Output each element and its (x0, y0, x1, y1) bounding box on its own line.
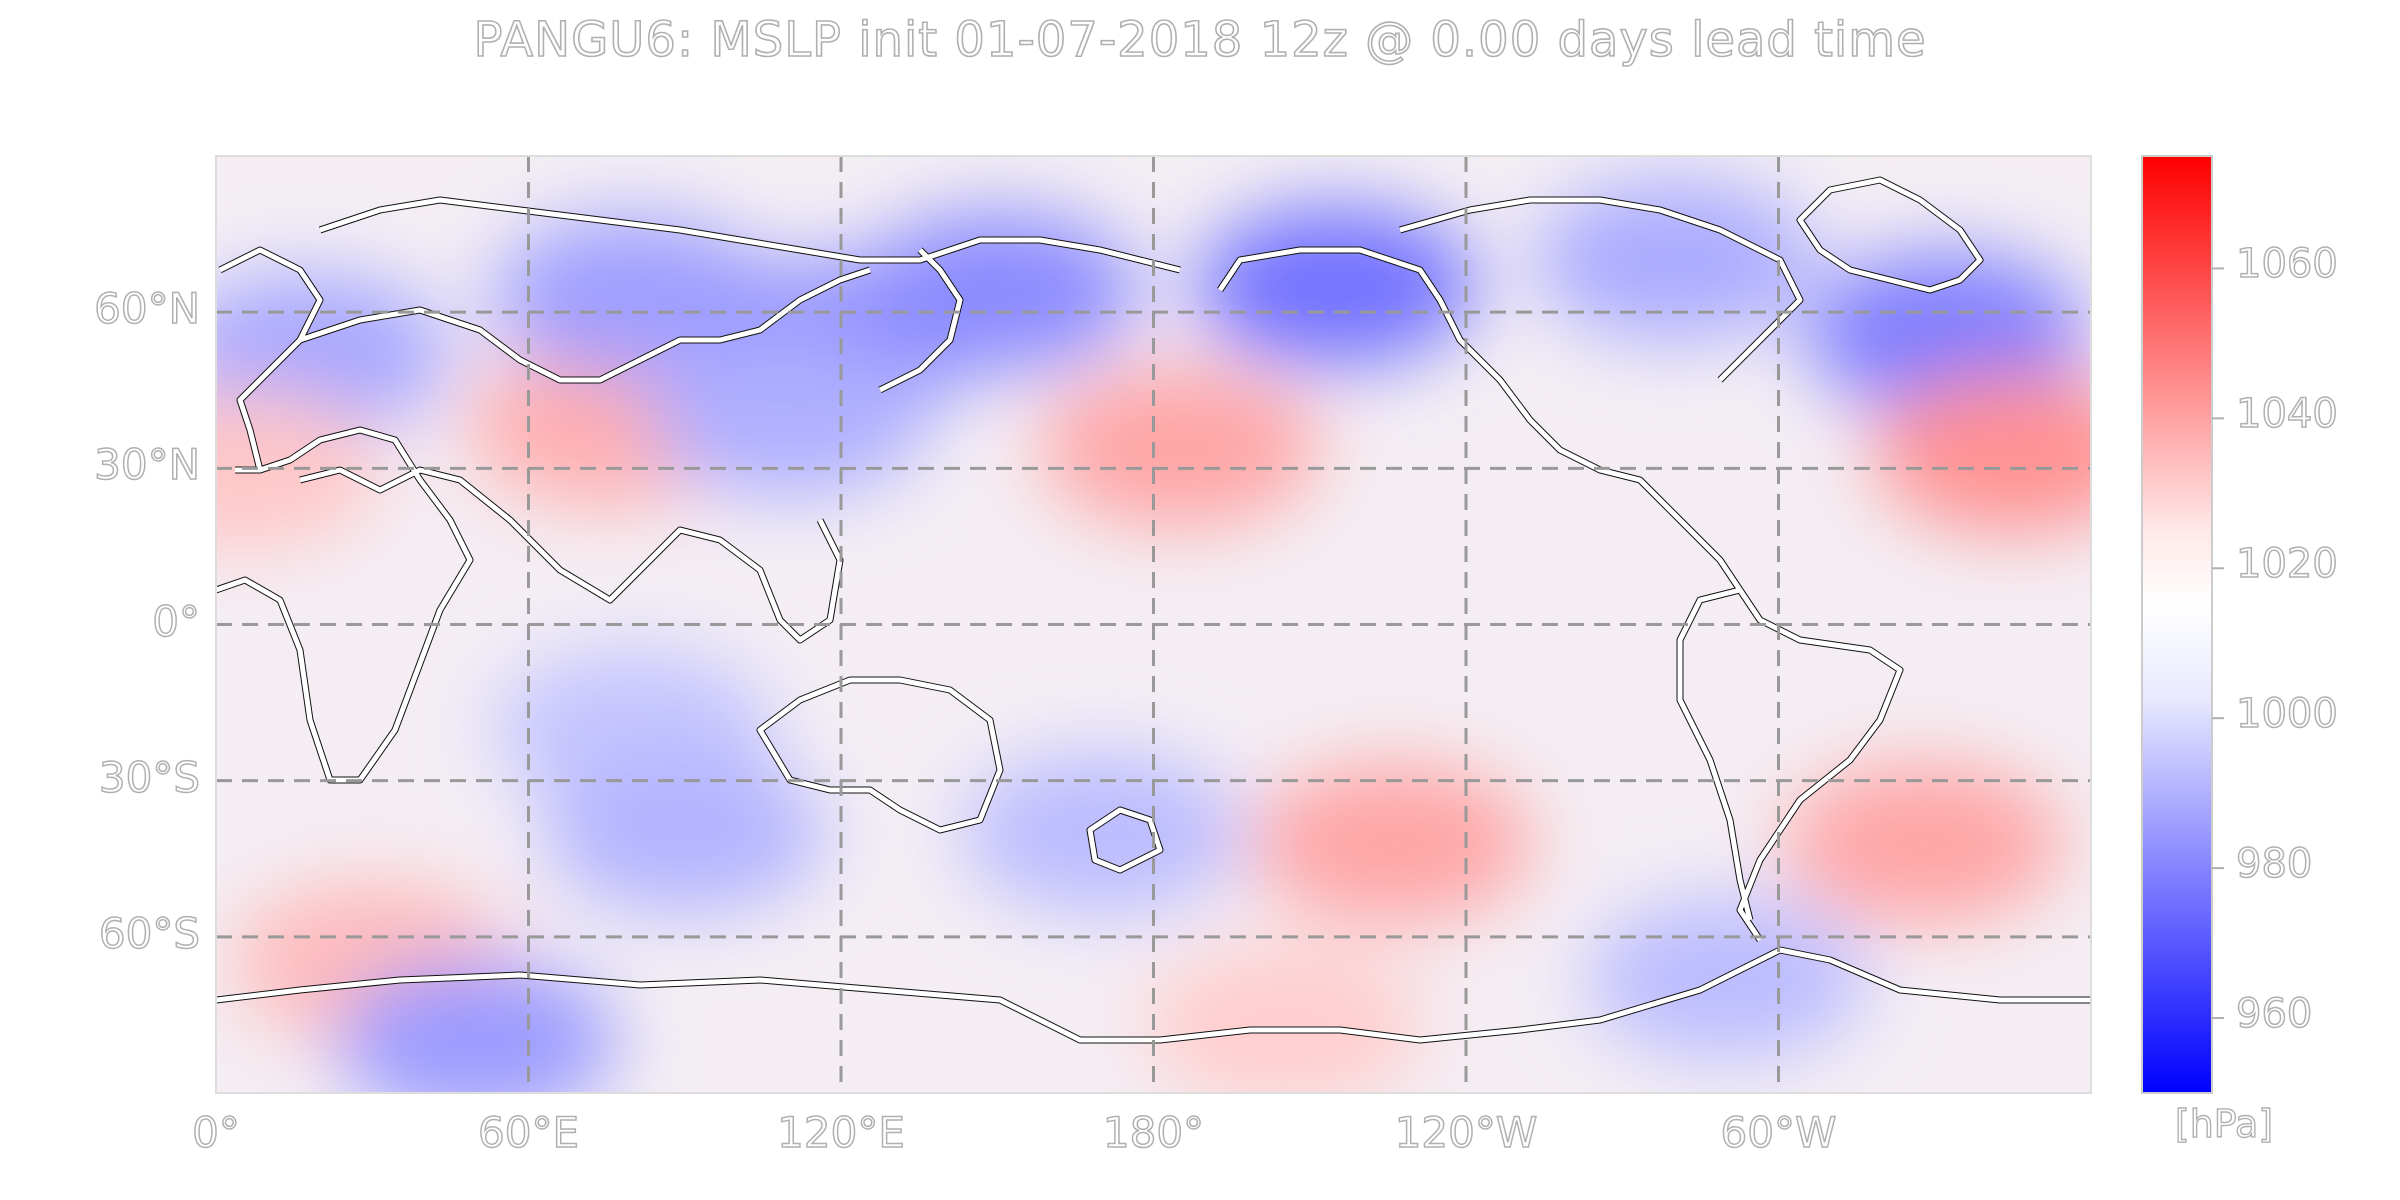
latitude-tick-label: 60°S (98, 908, 201, 959)
coastlines (216, 176, 2091, 1044)
colorbar-tick-label: 1020 (2235, 541, 2338, 589)
pressure-cell-5 (648, 336, 929, 497)
pressure-cell-4 (857, 211, 1138, 372)
pressure-cell-13 (544, 752, 825, 913)
latitude-tick-label: 30°N (93, 440, 200, 491)
pressure-cell-18 (336, 960, 617, 1093)
pressure-cell-10 (1872, 372, 2091, 533)
latitude-tick-label: 0° (152, 596, 201, 647)
colorbar-gradient (2141, 155, 2213, 1094)
map-plot-area (215, 155, 2092, 1094)
longitude-tick-label: 0° (191, 1107, 240, 1158)
pressure-cell-14 (961, 752, 1242, 913)
colorbar-tick-label: 1060 (2235, 241, 2338, 289)
latitude-tick-label: 30°S (98, 752, 201, 803)
pressure-cell-16 (1784, 763, 2065, 924)
map-title: PANGU6: MSLP init 01-07-2018 12z @ 0.00 … (473, 11, 1927, 69)
colorbar-tick-label: 960 (2235, 990, 2313, 1038)
colorbar-tick-label: 980 (2235, 840, 2313, 888)
colorbar-tick-label: 1040 (2235, 391, 2338, 439)
pressure-cell-15 (1253, 763, 1534, 924)
pressure-cell-8 (1534, 180, 1815, 341)
colorbar-unit: [hPa] (2174, 1101, 2274, 1146)
colorbar-tick-marks (2212, 267, 2224, 1020)
pressure-cell-7 (1195, 206, 1476, 367)
pressure-cell-6 (1039, 367, 1320, 528)
longitude-tick-label: 120°E (776, 1107, 905, 1158)
longitude-tick-label: 60°E (477, 1107, 579, 1158)
pressure-cell-19 (1143, 945, 1424, 1093)
longitude-tick-label: 60°W (1720, 1107, 1837, 1158)
latitude-tick-label: 60°N (93, 283, 200, 334)
colorbar (2141, 155, 2224, 1094)
map-frame (215, 155, 2092, 1094)
longitude-tick-label: 120°W (1394, 1107, 1538, 1158)
gridlines (216, 156, 2091, 1093)
longitude-tick-label: 180° (1102, 1107, 1205, 1158)
colorbar-tick-label: 1000 (2235, 690, 2338, 738)
